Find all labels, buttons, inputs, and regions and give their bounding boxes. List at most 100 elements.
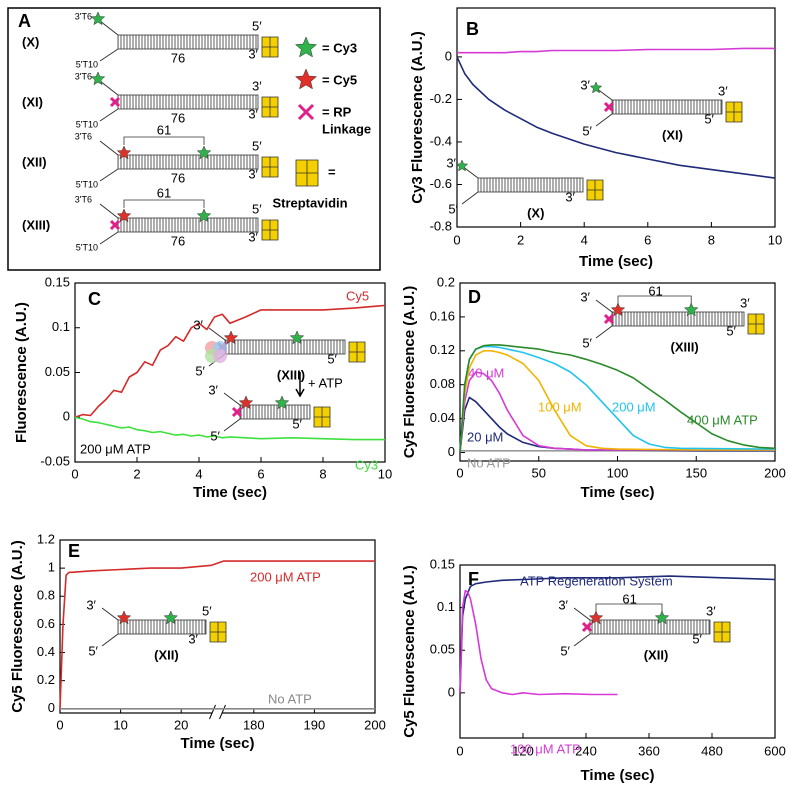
end-label: 3′ xyxy=(248,46,258,61)
x-tick-label: 0 xyxy=(453,232,460,247)
x-axis-label: Time (sec) xyxy=(581,484,655,501)
y-tick-label: 1.2 xyxy=(37,531,55,546)
series-line xyxy=(74,304,386,419)
streptavidin xyxy=(348,341,366,363)
axis-break xyxy=(212,705,223,721)
x-tick-label: 0 xyxy=(456,743,463,758)
overhang xyxy=(223,392,241,432)
dye-star xyxy=(654,610,670,625)
end-label: 5′ xyxy=(582,335,592,350)
y-tick-label: 0.2 xyxy=(437,274,455,289)
legend-text: = xyxy=(328,164,336,179)
length-label: 76 xyxy=(171,50,185,65)
rp-linkage xyxy=(581,621,593,633)
y-tick-label: 0.2 xyxy=(37,672,55,687)
end-label: 3′ xyxy=(580,77,590,92)
series-line xyxy=(459,575,776,693)
x-tick-label: 8 xyxy=(319,466,326,481)
streptavidin xyxy=(209,621,227,643)
construct-name: (X) xyxy=(22,34,39,49)
x-tick-label: 50 xyxy=(532,465,546,480)
series-line xyxy=(459,344,776,453)
streptavidin xyxy=(313,406,331,428)
dye-star xyxy=(116,610,132,625)
end-label: 5′ xyxy=(252,201,262,216)
x-axis-label: Time (sec) xyxy=(181,735,255,752)
duplex xyxy=(477,177,584,193)
y-axis-label: Cy5 Fluorescence (A.U.) xyxy=(401,286,418,459)
dye-star xyxy=(90,71,106,86)
construct-name: (XI) xyxy=(22,94,43,109)
series-label: 100 μM xyxy=(538,399,582,414)
dye-star xyxy=(90,11,106,26)
end-label: 5'T10 xyxy=(76,242,98,252)
series-label: Cy5 xyxy=(346,288,369,303)
rp-linkage xyxy=(297,103,315,121)
end-label: 5′ xyxy=(582,123,592,138)
end-label: 5′ xyxy=(327,351,337,366)
x-tick-label: 2 xyxy=(517,232,524,247)
rp-linkage xyxy=(603,313,615,325)
panel-a-frame xyxy=(7,7,381,271)
y-axis-label: Fluorescence (A.U.) xyxy=(13,302,30,443)
dye-star xyxy=(116,145,132,160)
plot-frame xyxy=(456,7,776,228)
end-label: 5′ xyxy=(88,643,98,658)
series-label: 20 μM xyxy=(467,429,503,444)
y-tick-label: 0.08 xyxy=(430,376,455,391)
duplex xyxy=(589,619,711,635)
series-label: No ATP xyxy=(268,691,312,706)
y-tick-label: 0.15 xyxy=(430,556,455,571)
y-tick-label: 0.8 xyxy=(37,588,55,603)
end-label: 5′ xyxy=(292,416,302,431)
overhang xyxy=(595,299,613,339)
dye-star xyxy=(683,302,699,317)
end-label: 3′ xyxy=(252,78,262,93)
x-tick-label: 10 xyxy=(378,466,392,481)
rp-linkage xyxy=(109,219,121,231)
duplex xyxy=(611,311,745,327)
plot-frame xyxy=(74,282,386,463)
x-tick-label: 6 xyxy=(257,466,264,481)
overhang xyxy=(99,20,119,62)
x-axis-label: Time (sec) xyxy=(581,767,655,784)
x-axis-label: Time (sec) xyxy=(193,484,267,501)
y-tick-label: 0.15 xyxy=(45,274,70,289)
y-tick-label: 0.05 xyxy=(45,364,70,379)
series-label: Cy3 xyxy=(355,457,378,472)
span-bracket xyxy=(123,136,205,145)
dye-star xyxy=(116,208,132,223)
rp-linkage xyxy=(231,406,243,418)
x-tick-label: 360 xyxy=(638,743,660,758)
x-tick-label: 240 xyxy=(575,743,597,758)
dye-star xyxy=(274,395,290,410)
end-label: 3′ xyxy=(718,83,728,98)
streptavidin xyxy=(295,159,319,187)
y-tick-label: 0.1 xyxy=(52,319,70,334)
helicase xyxy=(213,349,227,363)
y-tick-label: -0.05 xyxy=(40,453,70,468)
streptavidin xyxy=(261,36,279,58)
x-tick-label: 2 xyxy=(133,466,140,481)
construct-name: (XII) xyxy=(644,647,669,662)
x-tick-label: 150 xyxy=(685,465,707,480)
construct-name: (XIII) xyxy=(277,367,305,382)
y-tick-label: 0 xyxy=(48,700,55,715)
axis-break xyxy=(209,704,226,720)
end-label: 5′ xyxy=(202,603,212,618)
series-line xyxy=(456,56,776,179)
end-label: 3′ xyxy=(565,189,575,204)
end-label: 3'T6 xyxy=(75,131,92,141)
end-label: 3′ xyxy=(188,631,198,646)
x-tick-label: 200 xyxy=(764,465,786,480)
x-tick-label: 100 xyxy=(607,465,629,480)
x-tick-label: 0 xyxy=(56,717,63,732)
series-line xyxy=(59,560,375,709)
x-tick-label: 480 xyxy=(701,743,723,758)
end-label: 3′ xyxy=(580,289,590,304)
span-bracket xyxy=(617,295,692,304)
y-tick-label: 0 xyxy=(445,48,452,63)
end-label: 3′ xyxy=(193,317,203,332)
rp-linkage xyxy=(109,96,121,108)
